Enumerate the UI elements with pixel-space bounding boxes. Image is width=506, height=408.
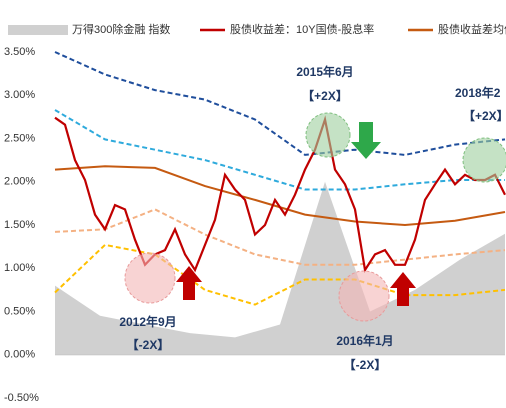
plot: 3.50% 3.00% 2.50% 2.00% 1.50% 1.00% 0.50% 0.00%… [4,46,506,404]
band-line [54,109,505,191]
y-tick-label: 1.50% [4,219,35,231]
legend-label: 万得300除金融 指数 [72,22,170,36]
series-line [54,165,506,227]
annotation: 2015年6月 [296,64,353,79]
y-tick-label: 2.00% [4,176,35,188]
annotation: 【+2X】 [302,88,348,103]
legend-label: 股债收益差均值 [438,22,506,36]
annotation: 【+2X】 [463,108,506,123]
highlights [124,112,506,322]
y-tick-label: 2.50% [4,132,35,144]
y-tick-label: 1.00% [4,262,35,274]
legend: 万得300除金融 指数 股债收益差：10Y国债-股息率 股债收益差均值 [8,22,506,36]
annotation: 2016年1月 [336,333,393,348]
y-tick-label: -0.50% [4,392,39,404]
annotations: 2015年6月 【+2X】 2018年2 【+2X】 2012年9月 【-2X】… [119,64,506,372]
annotation: 【-2X】 [344,357,387,372]
band-line [54,208,506,266]
band-line [54,51,506,156]
y-tick-label: 0.50% [4,305,35,317]
annotation: 2018年2 [455,85,501,100]
y-tick-label: 3.50% [4,46,35,58]
band-line [54,243,506,306]
y-tick-label: 3.00% [4,89,35,101]
series-line [54,115,506,274]
annotation: 【-2X】 [127,337,170,352]
legend-swatch [8,25,68,35]
legend-label: 股债收益差：10Y国债-股息率 [230,22,374,36]
annotation: 2012年9月 [119,314,176,329]
area [55,181,505,355]
y-tick-label: 0.00% [4,349,35,361]
